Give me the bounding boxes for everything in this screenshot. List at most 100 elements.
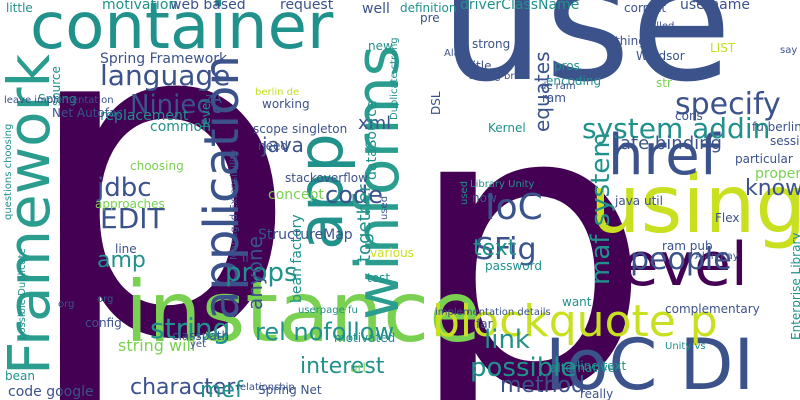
- cloud-word: cons: [675, 109, 703, 123]
- cloud-word: now: [472, 191, 497, 205]
- cloud-word: encoding: [546, 74, 602, 88]
- cloud-word: yet: [190, 339, 206, 350]
- cloud-word: SFig: [475, 232, 537, 267]
- cloud-word: StructureMap: [258, 227, 353, 243]
- cloud-word: concept: [268, 187, 324, 203]
- cloud-word: yet: [202, 331, 218, 342]
- cloud-word: things: [615, 34, 653, 48]
- cloud-word: little: [6, 1, 33, 15]
- cloud-word: people: [630, 242, 732, 277]
- cloud-word: need: [258, 139, 288, 153]
- cloud-word: password: [485, 259, 542, 273]
- cloud-word: strong br: [469, 71, 515, 82]
- cloud-word: interest: [300, 354, 385, 379]
- cloud-word: relationship: [236, 382, 295, 393]
- cloud-word: possible: [470, 353, 577, 383]
- cloud-word: Alan Kay: [695, 251, 739, 262]
- cloud-word: using: [590, 158, 800, 251]
- cloud-word: Kernel: [488, 121, 526, 135]
- cloud-word: de ram: [540, 81, 576, 92]
- cloud-word: language: [100, 59, 231, 92]
- cloud-word: IoC: [485, 187, 543, 228]
- cloud-word: character: [130, 375, 236, 400]
- cloud-word: leave implementation: [4, 95, 114, 106]
- cloud-word: mef: [200, 378, 243, 400]
- cloud-word: level: [605, 230, 748, 300]
- cloud-word: want: [562, 295, 592, 309]
- cloud-word: fu berlin: [752, 120, 800, 134]
- cloud-word: href: [608, 123, 720, 188]
- cloud-word: test: [367, 271, 391, 285]
- cloud-word: pros: [554, 59, 580, 73]
- cloud-word: alternative: [550, 361, 615, 375]
- cloud-word: particular: [735, 152, 793, 166]
- cloud-word: Flex: [715, 211, 740, 225]
- cloud-word: blockquote p: [432, 296, 718, 347]
- cloud-word: strong: [472, 37, 511, 51]
- cloud-word: string will: [118, 336, 196, 355]
- cloud-word: userpage fu: [298, 305, 358, 316]
- cloud-word: correct: [624, 1, 667, 15]
- cloud-word: org: [58, 299, 75, 310]
- cloud-word: far: [476, 317, 493, 331]
- cloud-word: session: [770, 134, 800, 148]
- cloud-word: motivation: [102, 0, 178, 13]
- cloud-word: LIST: [710, 41, 736, 55]
- cloud-word: late binding: [615, 133, 722, 154]
- cloud-word: container: [30, 0, 334, 64]
- cloud-word: implementation details: [435, 307, 551, 318]
- cloud-word: ram pub: [662, 239, 713, 253]
- cloud-word: various: [370, 246, 414, 260]
- cloud-word: driverClassName: [460, 0, 580, 13]
- cloud-word: jdbc: [97, 173, 152, 203]
- cloud-word: instance: [125, 263, 481, 361]
- cloud-word: zA: [205, 91, 222, 107]
- cloud-word: replacement: [100, 108, 189, 124]
- cloud-word: web based: [170, 0, 246, 13]
- cloud-word: filled: [650, 21, 675, 32]
- cloud-word: url: [350, 361, 366, 375]
- cloud-word: username: [680, 0, 750, 13]
- cloud-word: say: [780, 45, 798, 56]
- cloud-word: string: [150, 312, 231, 345]
- cloud-word: Net Autofac: [52, 106, 123, 120]
- cloud-word: EDIT: [100, 202, 165, 235]
- cloud-word: code: [325, 181, 383, 209]
- cloud-word: questions choosing: [3, 123, 14, 220]
- cloud-word: p: [20, 0, 300, 400]
- cloud-word: motivated: [334, 331, 396, 345]
- cloud-word: Spring Net: [258, 383, 322, 397]
- cloud-word: code google: [8, 384, 94, 400]
- cloud-word: ram: [542, 91, 566, 105]
- cloud-word: pre: [420, 11, 440, 25]
- cloud-word: str: [656, 76, 672, 90]
- cloud-word: Enterprise Library: [789, 232, 800, 340]
- cloud-word: java: [262, 133, 304, 157]
- cloud-word: possible Duplicate: [17, 248, 28, 340]
- cloud-word: method: [500, 373, 585, 398]
- cloud-word: Spring Framework: [100, 51, 228, 67]
- cloud-word: complementary: [665, 302, 760, 316]
- cloud-word: know: [745, 176, 800, 201]
- cloud-word: IoC DI: [545, 324, 755, 400]
- cloud-word: system addin: [582, 112, 771, 145]
- cloud-word: stackoverflow: [285, 171, 368, 185]
- cloud-word: Ninject: [130, 90, 221, 120]
- cloud-word: bean factory: [289, 214, 305, 303]
- cloud-word: request: [280, 0, 334, 13]
- cloud-word: dataSource: [364, 100, 380, 180]
- cloud-word: classpath: [172, 329, 230, 343]
- cloud-word: Alan: [444, 48, 467, 59]
- cloud-word: DSL: [429, 91, 443, 115]
- cloud-word: bean: [5, 369, 35, 383]
- cloud-word: Library Unity: [470, 179, 535, 190]
- cloud-word: p: [405, 23, 653, 400]
- cloud-word: li: [242, 251, 249, 265]
- cloud-word: choosing: [130, 159, 184, 173]
- cloud-word: definition: [400, 1, 457, 15]
- cloud-word: line text: [577, 359, 627, 373]
- cloud-word: used: [459, 180, 470, 205]
- cloud-word: approaches: [95, 197, 165, 211]
- cloud-word: used: [379, 195, 390, 220]
